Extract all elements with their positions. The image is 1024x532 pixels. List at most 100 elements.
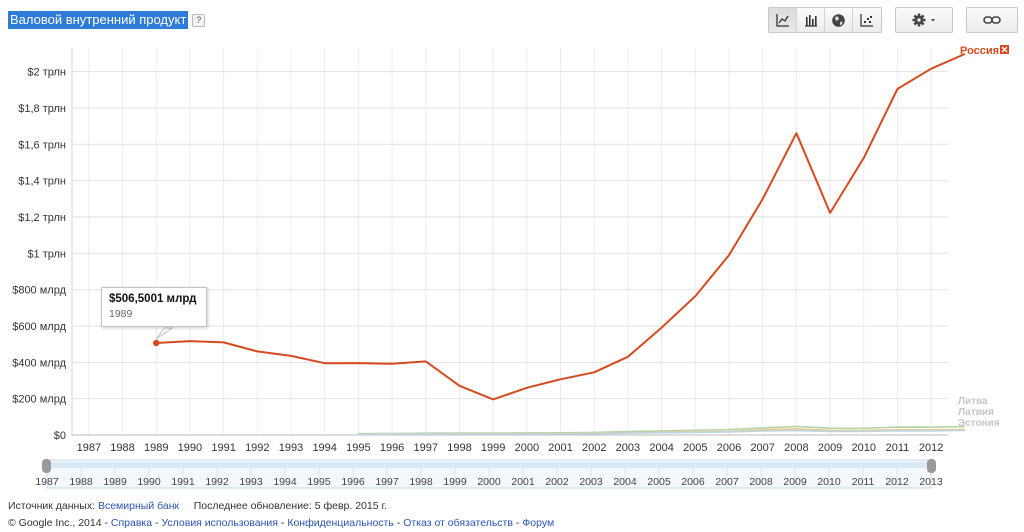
footer-link-privacy[interactable]: Конфиденциальность	[287, 517, 394, 529]
scatter-button[interactable]	[853, 8, 881, 32]
x-tick-label: 1987	[77, 442, 101, 454]
x-tick-label: 2003	[616, 442, 640, 454]
settings-button[interactable]	[896, 8, 952, 32]
map-icon	[832, 13, 845, 27]
gear-icon	[912, 13, 935, 27]
bar-chart-button[interactable]	[797, 8, 825, 32]
x-tick-label: 1995	[346, 442, 370, 454]
footer-link-forum[interactable]: Форум	[522, 517, 555, 529]
help-icon[interactable]: ?	[192, 13, 206, 27]
y-tick-label: $2 трлн	[27, 67, 66, 79]
timeline-selection	[47, 462, 931, 468]
gdp-line-chart: $0 $200 млрд $400 млрд $600 млрд $800 млрд $1…	[12, 45, 1009, 489]
x-tick-label: 2000	[515, 442, 539, 454]
copyright-line: © Google Inc., 2014 - Справка - Условия …	[8, 517, 555, 529]
y-tick-label: $1,2 трлн	[18, 212, 66, 224]
link-button[interactable]	[967, 8, 1017, 32]
title-area: Валовой внутренний продукт ?	[8, 11, 206, 29]
data-tooltip: $506,5001 млрд 1989	[101, 287, 207, 327]
timeline-label: 2009	[783, 476, 807, 488]
last-updated: Последнее обновление: 5 февр. 2015 г.	[193, 500, 387, 512]
x-tick-label: 2010	[852, 442, 876, 454]
x-tick-label: 1997	[414, 442, 438, 454]
timeline-label: 2005	[647, 476, 671, 488]
timeline-label: 2000	[477, 476, 501, 488]
x-tick-label: 1998	[447, 442, 471, 454]
y-tick-label: $1,6 трлн	[18, 139, 66, 151]
timeline-label: 2003	[579, 476, 603, 488]
source-line: Источник данных: Всемирный банк Последне…	[8, 500, 387, 512]
x-tick-label: 1992	[245, 442, 269, 454]
timeline-label: 1994	[273, 476, 297, 488]
timeline-label: 1995	[307, 476, 331, 488]
timeline-label: 1989	[103, 476, 127, 488]
timeline-label: 2006	[681, 476, 705, 488]
legend-item[interactable]: Латвия	[958, 407, 994, 418]
y-tick-label: $0	[54, 430, 66, 442]
footer-link-disclaimer[interactable]: Отказ от обязательств	[403, 517, 513, 529]
timeline-label: 2002	[545, 476, 569, 488]
data-point-marker[interactable]	[153, 339, 160, 347]
line-chart-button[interactable]	[769, 8, 797, 32]
timeline-label: 1998	[409, 476, 433, 488]
y-tick-label: $800 млрд	[12, 285, 66, 297]
footer-link-terms[interactable]: Условия использования	[161, 517, 278, 529]
legend-item[interactable]: Эстония	[958, 418, 1000, 429]
chart-title: Валовой внутренний продукт	[8, 11, 189, 29]
x-tick-label: 2012	[919, 442, 943, 454]
x-tick-label: 2007	[750, 442, 774, 454]
y-tick-label: $1,8 трлн	[18, 103, 66, 115]
x-tick-label: 2008	[784, 442, 808, 454]
settings-menu	[895, 7, 953, 33]
x-tick-label: 1989	[144, 442, 168, 454]
x-tick-label: 2011	[886, 442, 910, 454]
x-tick-label: 1988	[110, 442, 134, 454]
legend-item[interactable]: Литва	[958, 396, 988, 407]
close-icon	[1001, 46, 1008, 53]
y-tick-label: $1 трлн	[27, 248, 66, 260]
y-tick-label: $200 млрд	[12, 394, 66, 406]
x-tick-label: 2009	[818, 442, 842, 454]
x-tick-label: 2004	[649, 442, 673, 454]
y-tick-label: $1,4 трлн	[18, 176, 66, 188]
x-tick-label: 2002	[582, 442, 606, 454]
tooltip-value: $506,5001 млрд	[109, 293, 197, 305]
timeline-label: 1991	[171, 476, 195, 488]
x-tick-label: 1996	[380, 442, 404, 454]
line-chart-icon	[775, 14, 789, 27]
timeline-label: 1996	[341, 476, 365, 488]
x-tick-label: 1994	[312, 442, 336, 454]
x-tick-label: 1990	[178, 442, 202, 454]
timeline-label: 1987	[35, 476, 59, 488]
link-toolbar	[966, 7, 1018, 33]
source-link[interactable]: Всемирный банк	[97, 500, 180, 512]
timeline-label: 1988	[69, 476, 93, 488]
tooltip-pointer	[155, 327, 174, 340]
timeline-label: 1990	[137, 476, 161, 488]
x-tick-label: 1999	[481, 442, 505, 454]
map-button[interactable]	[825, 8, 853, 32]
x-tick-label: 2001	[548, 442, 572, 454]
footer-link-help[interactable]: Справка	[110, 517, 153, 529]
timeline-label: 2004	[613, 476, 637, 488]
legend-russia[interactable]: Россия	[960, 45, 999, 57]
scatter-icon	[860, 14, 873, 27]
timeline-label: 2013	[919, 476, 943, 488]
timeline-label: 2012	[885, 476, 909, 488]
y-tick-label: $600 млрд	[12, 321, 66, 333]
series-line-russia[interactable]	[156, 53, 966, 401]
x-tick-label: 2005	[683, 442, 707, 454]
x-tick-label: 1993	[279, 442, 303, 454]
timeline-label: 2010	[817, 476, 841, 488]
timeline-handle-right[interactable]	[927, 459, 936, 473]
link-icon	[983, 16, 1001, 24]
timeline-handle-left[interactable]	[42, 459, 51, 473]
timeline-label: 1992	[205, 476, 229, 488]
source-label: Источник данных:	[8, 500, 96, 512]
chart-type-toolbar	[768, 7, 882, 33]
timeline-label: 2011	[852, 476, 875, 488]
chevron-down-icon	[931, 19, 935, 22]
y-tick-label: $400 млрд	[12, 357, 66, 369]
series-line-minor[interactable]	[358, 429, 965, 436]
bar-chart-icon	[804, 15, 817, 27]
